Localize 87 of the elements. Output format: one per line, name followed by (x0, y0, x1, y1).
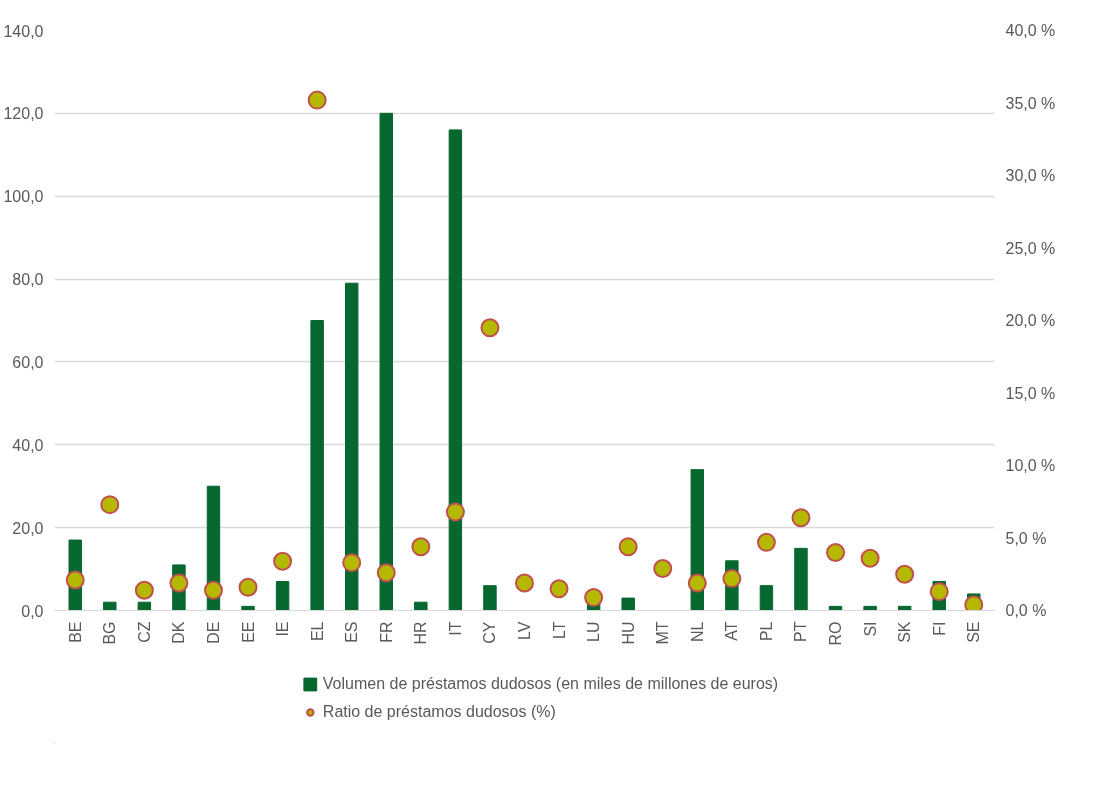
point (480, 318, 500, 338)
point (722, 569, 742, 589)
bar (344, 282, 359, 611)
point (895, 564, 915, 584)
point (929, 582, 949, 602)
point (238, 577, 258, 597)
x-tick-label: RO (827, 621, 845, 646)
y-tick-label: 60,0 (12, 353, 44, 371)
y2-tick-label: 10,0 % (1005, 457, 1056, 474)
x-tick-label: HU (619, 621, 637, 645)
y2-tick-label: 0,0 % (1005, 602, 1047, 619)
y2-tick-label: 35,0 % (1005, 94, 1056, 112)
point (791, 508, 811, 528)
point (653, 558, 673, 578)
y2-tick-label: 5,0 % (1005, 529, 1047, 547)
y-tick-label: 140,0 (3, 22, 44, 40)
y2-tick-label: 15,0 % (1005, 384, 1056, 402)
bar (794, 547, 808, 611)
bar (448, 129, 463, 611)
y-tick-label: 40,0 (12, 436, 44, 454)
bar (241, 605, 255, 611)
x-tick-label: IE (274, 621, 292, 637)
y-tick-label: 20,0 (12, 519, 44, 537)
point (307, 90, 327, 110)
x-tick-label: BG (101, 621, 119, 645)
point (376, 563, 396, 583)
point (273, 551, 293, 571)
bar (137, 601, 152, 611)
x-tick-label: BE (66, 621, 84, 643)
x-tick-label: EL (308, 621, 326, 642)
x-tick-label: FI (930, 621, 948, 636)
y2-tick-label: 30,0 % (1005, 167, 1056, 184)
point (445, 502, 465, 522)
bar (275, 581, 290, 611)
bar (379, 112, 393, 611)
y-tick-label: 100,0 (3, 188, 44, 206)
x-tick-label: AT (723, 621, 741, 641)
x-tick-label: CZ (135, 621, 153, 643)
x-tick-label: PT (792, 621, 810, 642)
x-tick-label: SK (896, 621, 914, 643)
point (756, 532, 776, 552)
x-tick-label: SI (861, 621, 879, 637)
x-tick-label: PL (757, 621, 775, 642)
x-tick-label: NL (688, 621, 706, 642)
x-tick-label: CY (481, 621, 499, 644)
x-tick-label: LV (516, 621, 533, 640)
point (860, 548, 880, 568)
point (549, 579, 569, 599)
point (342, 553, 362, 573)
x-tick-label: ES (343, 621, 361, 643)
legend-label: Ratio de préstamos dudosos (%) (322, 703, 556, 721)
bar (103, 601, 117, 611)
x-tick-label: LU (585, 621, 603, 642)
bar (483, 585, 497, 611)
bar (897, 605, 912, 611)
bar (621, 597, 635, 611)
point (826, 543, 846, 562)
y-tick-label: 80,0 (12, 271, 44, 289)
point (169, 573, 189, 593)
point (411, 537, 431, 557)
x-tick-label: EE (239, 621, 257, 643)
point (100, 495, 120, 515)
y2-tick-label: 25,0 % (1005, 239, 1056, 257)
point (515, 573, 534, 593)
x-tick-label: DK (170, 621, 188, 644)
bar (310, 320, 324, 611)
y2-tick-label: 40,0 % (1005, 22, 1056, 39)
y2-tick-label: 20,0 % (1005, 312, 1056, 329)
bar (863, 605, 877, 611)
x-tick-label: DE (204, 621, 222, 644)
x-tick-label: HR (412, 621, 430, 645)
point (65, 570, 85, 590)
point (618, 537, 638, 557)
x-tick-label: LT (550, 621, 568, 639)
bar (759, 585, 774, 611)
x-tick-label: MT (654, 621, 672, 645)
x-tick-label: FR (377, 621, 395, 643)
point (134, 580, 154, 600)
x-tick-label: IT (446, 621, 464, 636)
y-tick-label: 0,0 (21, 602, 44, 620)
point (203, 580, 223, 600)
bar (414, 601, 428, 611)
point (584, 587, 604, 607)
point (687, 573, 707, 593)
y-tick-label: 120,0 (3, 105, 44, 123)
legend-label: Volumen de préstamos dudosos (en miles de millones de euros) (322, 675, 779, 693)
x-tick-label: SE (965, 621, 983, 643)
